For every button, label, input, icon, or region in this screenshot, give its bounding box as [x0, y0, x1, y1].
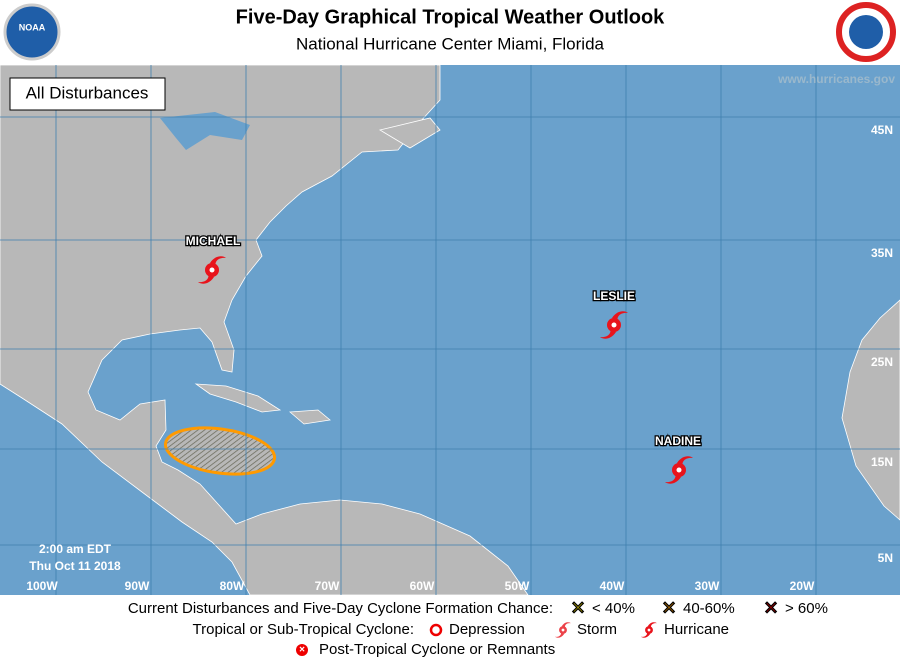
map: 45N 35N 25N 15N 5N 100W 90W 80W 70W 60W 50W 40W 30W 2…	[0, 64, 900, 596]
storm-name: LESLIE	[593, 289, 635, 303]
storm-icon	[555, 622, 571, 638]
legend-label: Tropical or Sub-Tropical Cyclone:	[193, 621, 414, 638]
high-icon: ✕	[763, 598, 778, 618]
post-tropical-x: ×	[299, 645, 305, 656]
legend-label: Current Disturbances and Five-Day Cyclon…	[128, 600, 553, 617]
subtitle: National Hurricane Center Miami, Florida	[296, 34, 605, 53]
longitude-label: 90W	[125, 579, 150, 593]
latitude-label: 45N	[871, 123, 893, 137]
longitude-label: 20W	[790, 579, 815, 593]
legend-item: 40-60%	[683, 600, 735, 617]
disturbance-area	[163, 426, 277, 476]
header	[0, 0, 900, 65]
legend-item: > 60%	[785, 600, 828, 617]
hispaniola	[289, 409, 331, 425]
longitude-label: 100W	[26, 579, 58, 593]
low-icon: ✕	[570, 598, 585, 618]
africa	[841, 299, 900, 521]
longitude-label: 40W	[600, 579, 625, 593]
grid: 45N 35N 25N 15N 5N 100W 90W 80W 70W 60W 50W 40W 30W 2…	[0, 65, 900, 595]
latitude-label: 5N	[878, 551, 893, 565]
selector[interactable]: All Disturbances	[26, 83, 149, 102]
hurricane-icon	[641, 622, 657, 638]
legend-item: Hurricane	[664, 621, 729, 638]
legend: Current Disturbances and Five-Day Cyclon…	[128, 597, 828, 658]
latitude-label: 15N	[871, 455, 893, 469]
medium-icon: ✕	[661, 598, 676, 618]
issue-date: Thu Oct 11 2018	[29, 559, 121, 573]
selector-box[interactable]	[9, 77, 166, 111]
logo-text: NOAA	[19, 22, 46, 32]
longitude-label: 60W	[410, 579, 435, 593]
cuba	[194, 383, 282, 413]
nws-logo-inner	[849, 15, 883, 49]
storm-name: NADINE	[655, 434, 701, 448]
post-tropical-icon	[296, 644, 308, 656]
longitude-label: 80W	[220, 579, 245, 593]
noaa-logo	[3, 3, 61, 61]
longitude-label: 50W	[505, 579, 530, 593]
issue-time: 2:00 am EDT	[39, 542, 112, 556]
legend-item: Depression	[449, 621, 525, 638]
longitude-label: 70W	[315, 579, 340, 593]
website: www.hurricanes.gov	[777, 72, 895, 86]
legend-item: < 40%	[592, 600, 635, 617]
great-lakes	[160, 112, 250, 150]
longitude-label: 30W	[695, 579, 720, 593]
legend-item: Post-Tropical Cyclone or Remnants	[319, 641, 555, 658]
americas	[0, 64, 529, 596]
latitude-label: 25N	[871, 355, 893, 369]
nova-scotia	[378, 117, 441, 149]
depression-icon	[429, 623, 443, 637]
title: Five-Day Graphical Tropical Weather Outl…	[236, 6, 666, 28]
latitude-label: 35N	[871, 246, 893, 260]
storm-name: MICHAEL	[186, 234, 241, 248]
legend-item: Storm	[577, 621, 617, 638]
